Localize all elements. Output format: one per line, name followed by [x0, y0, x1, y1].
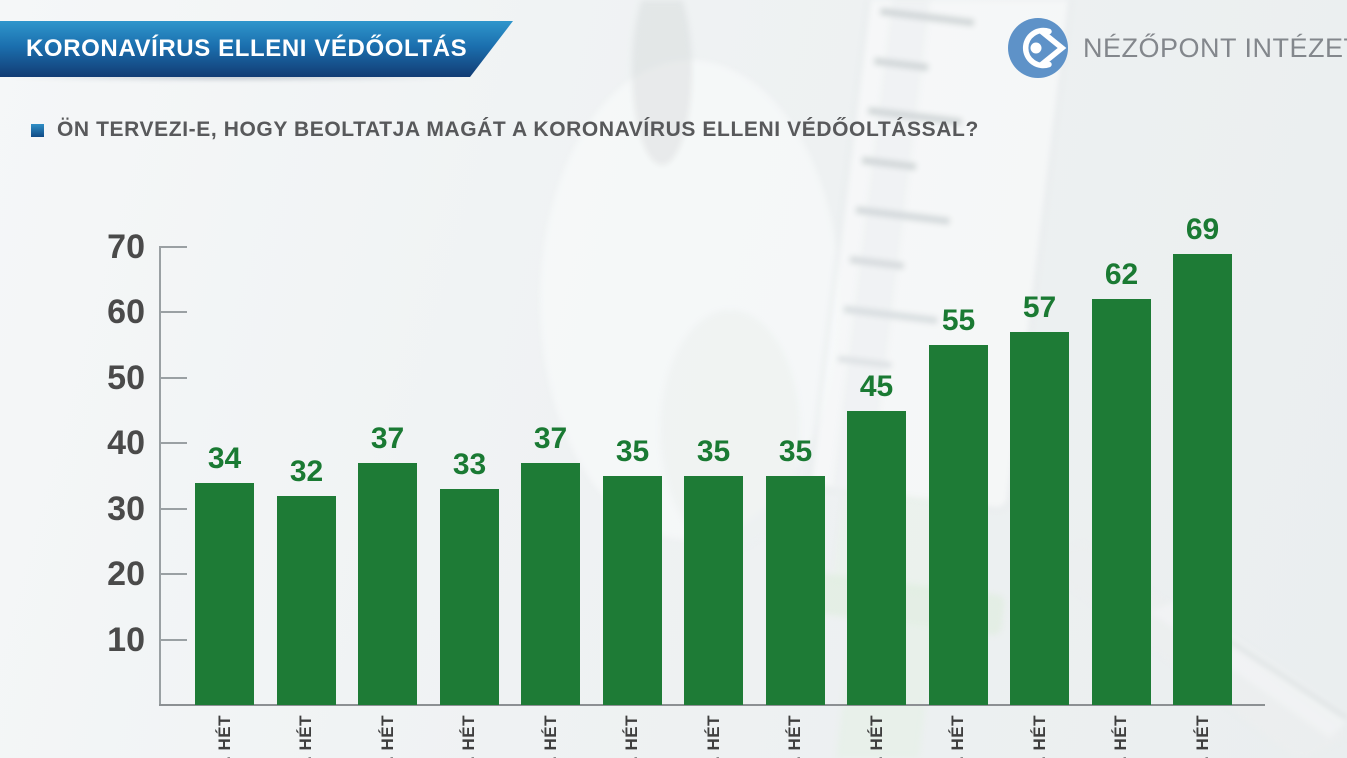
- bar: [277, 496, 336, 705]
- bar-value-label: 35: [615, 435, 650, 468]
- bar-value-label: 33: [452, 448, 487, 481]
- bar: [766, 476, 825, 705]
- bar-value-label: 45: [859, 370, 894, 403]
- bar-value-label: 57: [1022, 291, 1057, 324]
- logo-text: NÉZŐPONT INTÉZET: [1083, 32, 1347, 63]
- bar: [1092, 299, 1151, 705]
- bar: [521, 463, 580, 705]
- bar-value-label: 69: [1185, 213, 1220, 246]
- square-bullet-icon: [31, 124, 44, 137]
- x-axis-label: 3. HÉT: [948, 715, 967, 758]
- bar-value-label: 35: [778, 435, 813, 468]
- page-title: KORONAVÍRUS ELLENI VÉDŐOLTÁS: [26, 35, 468, 62]
- x-axis-label: 6. HÉT: [1193, 715, 1212, 758]
- y-axis-label: 60: [107, 293, 145, 332]
- y-axis-tick: [159, 442, 187, 445]
- bar: [603, 476, 662, 705]
- bar: [929, 345, 988, 705]
- x-axis-label: 50. HÉT: [459, 715, 478, 758]
- bar: [1010, 332, 1069, 705]
- y-axis-tick: [159, 245, 187, 248]
- x-axis-label: 53. HÉT: [704, 715, 723, 758]
- y-axis-tick: [159, 507, 187, 510]
- x-axis-label: 47. HÉT: [215, 715, 234, 758]
- y-axis-tick: [159, 638, 187, 641]
- bar: [684, 476, 743, 705]
- bar: [847, 411, 906, 705]
- bar-value-label: 37: [533, 422, 568, 455]
- y-axis-label: 20: [107, 555, 145, 594]
- x-axis-label: 49. HÉT: [378, 715, 397, 758]
- banner-shadow: [0, 73, 470, 81]
- y-axis-label: 40: [107, 424, 145, 463]
- bar-value-label: 62: [1104, 258, 1139, 291]
- y-axis-tick: [159, 376, 187, 379]
- y-axis-line: [159, 246, 161, 706]
- bar-value-label: 37: [370, 422, 405, 455]
- question-text: ÖN TERVEZI-E, HOGY BEOLTATJA MAGÁT A KOR…: [57, 118, 979, 141]
- bar: [195, 483, 254, 705]
- bar-value-label: 32: [289, 455, 324, 488]
- y-axis-tick: [159, 311, 187, 314]
- x-axis-label: 4. HÉT: [1030, 715, 1049, 758]
- header-banner: KORONAVÍRUS ELLENI VÉDŐOLTÁS: [0, 21, 513, 77]
- eye-lens-icon: [1008, 18, 1068, 78]
- x-axis-label: 2. HÉT: [867, 715, 886, 758]
- x-axis-label: 48. HÉT: [296, 715, 315, 758]
- bar: [358, 463, 417, 705]
- bar-value-label: 34: [207, 442, 242, 475]
- bar: [440, 489, 499, 705]
- y-axis-label: 50: [107, 358, 145, 397]
- question-row: ÖN TERVEZI-E, HOGY BEOLTATJA MAGÁT A KOR…: [31, 118, 979, 142]
- bar-value-label: 35: [696, 435, 731, 468]
- x-axis-label: 52. HÉT: [622, 715, 641, 758]
- x-axis-label: 5. HÉT: [1111, 715, 1130, 758]
- y-axis-tick: [159, 573, 187, 576]
- y-axis-label: 10: [107, 620, 145, 659]
- x-axis-label: 1. HÉT: [785, 715, 804, 758]
- y-axis-label: 30: [107, 489, 145, 528]
- nezopont-logo: NÉZŐPONT INTÉZET: [1008, 18, 1347, 78]
- bar: [1173, 254, 1232, 705]
- x-axis-line: [159, 704, 1265, 706]
- x-axis-label: 51. HÉT: [541, 715, 560, 758]
- bar-value-label: 55: [941, 304, 976, 337]
- y-axis-label: 70: [107, 227, 145, 266]
